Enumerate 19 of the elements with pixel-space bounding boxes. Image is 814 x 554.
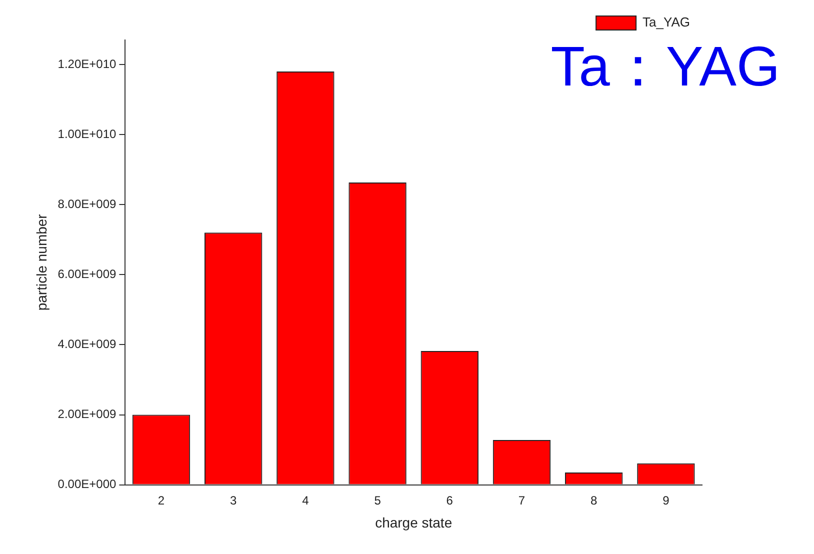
- x-tick-label: 2: [158, 493, 165, 508]
- y-tick-label: 8.00E+009: [58, 196, 117, 211]
- annotation: Ta：YAG: [550, 34, 780, 98]
- x-tick-label: 8: [590, 493, 598, 508]
- x-tick-label: 3: [230, 493, 237, 508]
- x-tick-label: 6: [446, 493, 454, 508]
- y-tick-label: 1.00E+010: [58, 126, 117, 141]
- y-tick-label: 6.00E+009: [58, 266, 117, 281]
- y-tick-label: 2.00E+009: [58, 407, 117, 422]
- x-tick-label: 4: [302, 493, 310, 508]
- x-tick-label: 9: [662, 493, 670, 508]
- y-axis-title: particle number: [33, 214, 50, 311]
- x-axis-title: charge state: [375, 514, 452, 530]
- legend-label: Ta_YAG: [642, 14, 690, 30]
- x-tick-label: 7: [518, 493, 526, 508]
- y-tick-label: 1.20E+010: [58, 56, 117, 71]
- x-tick-label: 5: [374, 493, 382, 508]
- y-tick-label: 4.00E+009: [58, 337, 117, 352]
- y-tick-label: 0.00E+000: [58, 477, 117, 492]
